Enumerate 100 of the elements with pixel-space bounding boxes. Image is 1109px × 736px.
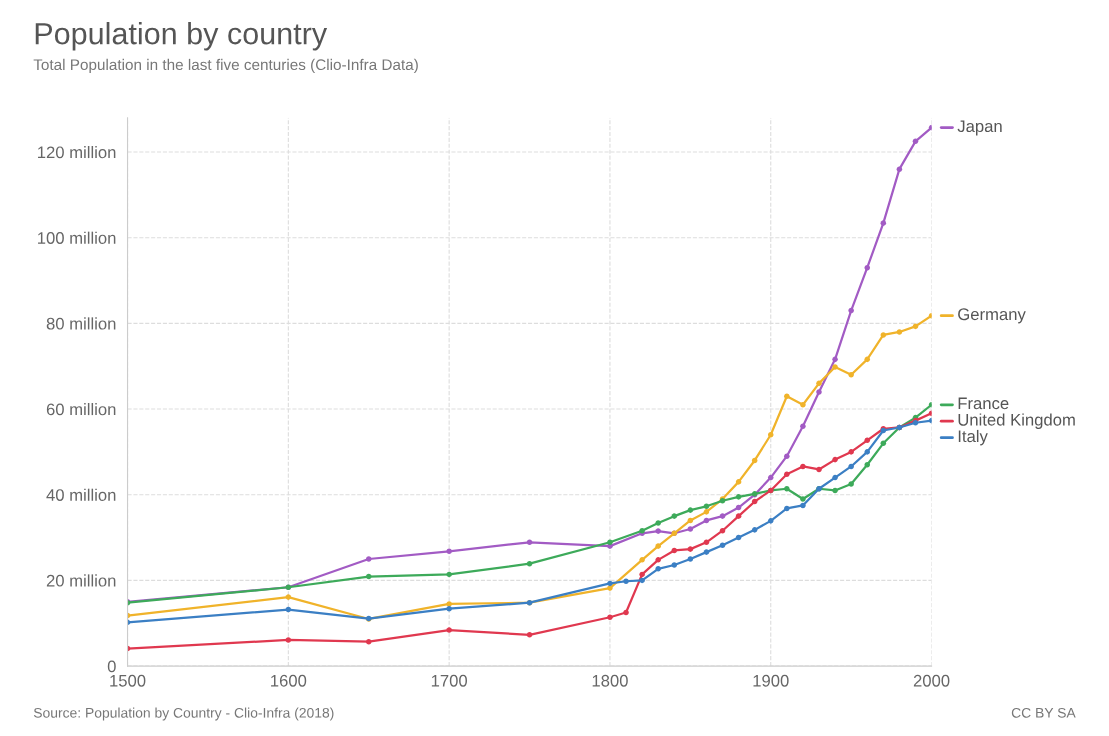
point [864,449,871,455]
point [365,638,372,645]
point [655,543,661,549]
point [735,479,742,485]
chart-subtitle: Total Population in the last five centuries (Clio-Infra Data) [33,58,418,74]
point [687,556,694,562]
point [784,471,790,477]
point [687,517,694,524]
point [848,481,854,487]
point [446,571,452,578]
point [285,637,292,643]
y-tick-label: 40 million [46,488,116,501]
point [735,504,742,511]
y-tick-label: 100 million [38,231,116,244]
point [767,431,774,438]
x-tick-label: 1700 [431,674,468,687]
point [687,546,694,552]
point [800,463,806,470]
point [703,517,710,524]
point [655,528,661,534]
point [655,520,661,526]
point [896,329,903,335]
point [623,609,629,616]
legend-label: United Kingdom [958,413,1075,429]
point [671,562,678,568]
point [784,393,790,399]
point [832,474,838,481]
point [832,456,838,463]
point [880,332,887,338]
x-tick-label: 1800 [592,674,628,687]
point [687,526,694,532]
point [446,627,452,633]
point [816,389,822,395]
legend-label: Germany [958,308,1026,324]
point [784,505,790,512]
point [365,573,372,580]
point [623,578,629,585]
point [446,548,452,555]
point [703,509,710,515]
point [719,527,726,534]
point [526,632,533,638]
point [719,513,726,519]
point [671,547,678,554]
point [848,449,854,455]
point [526,560,533,567]
point [864,264,871,271]
point [655,566,661,572]
point [735,534,742,541]
x-tick-label: 1600 [271,674,307,687]
point [800,401,806,408]
point [816,380,822,387]
x-tick-label: 1500 [110,674,146,687]
point [719,542,726,549]
point [832,356,838,363]
point [912,138,919,145]
point [912,323,919,330]
y-tick-label: 20 million [46,574,116,587]
point [864,461,871,468]
point [671,513,678,519]
point [751,527,758,533]
point [607,585,613,591]
text: CC BY SA [1011,707,1076,718]
source-note: Source: Population by Country - Clio-Infra (2018) [33,707,334,721]
point [607,539,613,546]
point [784,453,790,459]
point [639,571,645,578]
y-tick-label: 60 million [46,403,116,416]
chart-title: Population by country [35,22,328,51]
legend-label: France [958,397,1009,410]
point [703,539,710,546]
point [285,594,292,600]
point [446,601,452,607]
point [751,457,758,464]
point [703,549,710,555]
point [848,372,854,378]
point [784,485,790,492]
point [687,507,694,513]
point [848,307,854,314]
point [751,498,758,505]
point [655,557,661,563]
point [896,166,903,172]
y-tick-label: 80 million [46,317,116,330]
point [735,494,742,500]
point [800,496,806,502]
x-tick-label: 1900 [753,674,789,687]
point [880,440,887,447]
point [607,580,613,587]
point [639,577,645,584]
point [639,557,645,563]
x-tick-label: 2000 [913,674,950,687]
point [446,605,452,612]
point [703,503,710,510]
point [832,487,838,494]
legend-label: Japan [957,120,1002,136]
point [864,356,871,363]
point [767,518,774,524]
y-tick-label: 0 [107,660,116,673]
legend-label: Italy [958,429,988,446]
point [816,466,822,473]
point [767,474,774,481]
